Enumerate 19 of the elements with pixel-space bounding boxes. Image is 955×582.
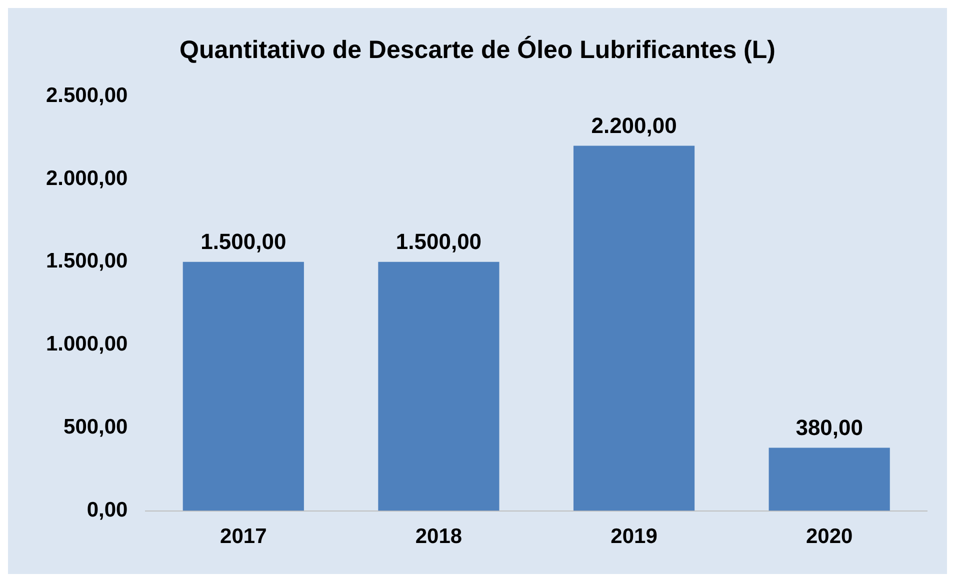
bar	[182, 262, 304, 511]
bar	[378, 262, 500, 511]
x-tick-label: 2020	[806, 525, 853, 548]
data-label: 2.200,00	[591, 112, 677, 138]
y-tick-label: 0,00	[86, 498, 128, 522]
data-label: 1.500,00	[200, 228, 286, 254]
bar	[768, 448, 890, 511]
y-tick-label: 2.000,00	[46, 166, 128, 190]
y-tick-label: 500,00	[64, 416, 128, 439]
x-tick-label: 2018	[415, 525, 462, 548]
data-label: 1.500,00	[396, 228, 482, 254]
data-label: 380,00	[796, 414, 863, 440]
y-tick-label: 1.000,00	[46, 332, 128, 356]
chart-title: Quantitativo de Descarte de Óleo Lubrificantes (L)	[180, 34, 776, 64]
x-tick-label: 2019	[610, 525, 658, 548]
y-tick-label: 2.500,00	[46, 84, 128, 107]
x-tick-label: 2017	[220, 525, 267, 548]
y-tick-label: 1.500,00	[46, 250, 128, 273]
bar	[573, 146, 695, 511]
